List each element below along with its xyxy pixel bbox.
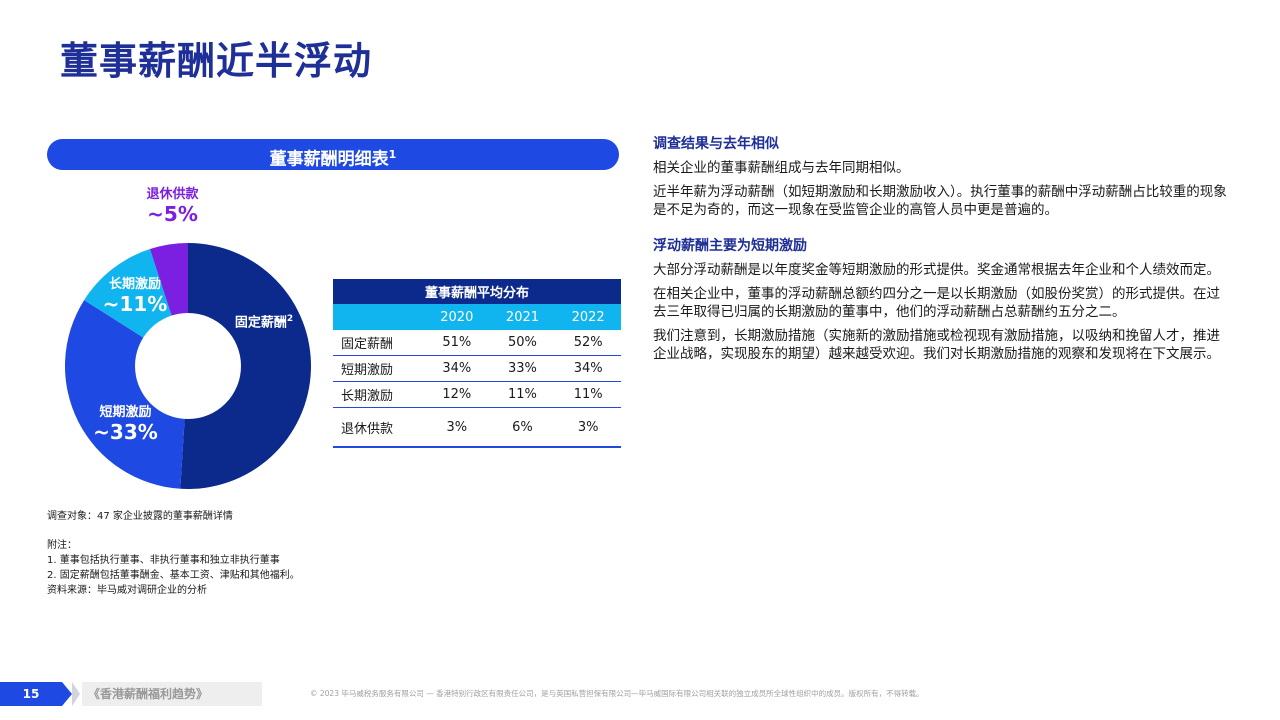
- retire-label-text: 退休供款: [146, 187, 199, 202]
- table-year: 2020: [423, 304, 490, 330]
- table-row: 退休供款 3% 6% 3%: [333, 407, 621, 448]
- table-cell: 12%: [423, 381, 490, 408]
- donut-slice: [180, 243, 311, 489]
- donut-hole: [135, 313, 241, 419]
- footnote-1: 1. 董事包括执行董事、非执行董事和独立非执行董事: [47, 555, 280, 566]
- table-row-label: 固定薪酬: [333, 330, 424, 356]
- survey-note: 调查对象：47 家企业披露的董事薪酬详情: [47, 511, 233, 522]
- table-cell: 51%: [423, 330, 490, 356]
- long-label-text: 长期激励: [108, 277, 161, 292]
- chart-header-footnote: 1: [388, 148, 397, 161]
- distribution-table: 董事薪酬平均分布 2020 2021 2022 固定薪酬 51% 50% 52%…: [333, 279, 621, 448]
- donut-chart: [64, 243, 311, 489]
- table-cell: 11%: [555, 381, 621, 408]
- table-cell: 52%: [555, 330, 621, 356]
- retire-label: 退休供款 ~5%: [130, 187, 215, 226]
- short-label-text: 短期激励: [99, 405, 152, 420]
- publication-title: 《香港薪酬福利趋势》: [82, 682, 262, 706]
- page-number: 15: [0, 682, 72, 706]
- table-cell: 34%: [423, 355, 490, 382]
- table-cell: 33%: [489, 355, 556, 382]
- table-row: 短期激励 34% 33% 34%: [333, 355, 621, 382]
- findings-paragraph: 大部分浮动薪酬是以年度奖金等短期激励的形式提供。奖金通常根据去年企业和个人绩效而…: [653, 262, 1220, 278]
- table-cell: 6%: [489, 407, 556, 448]
- footer: 15 《香港薪酬福利趋势》 © 2023 毕马威税务服务有限公司 — 香港特别行…: [0, 682, 1280, 706]
- table-row-label: 长期激励: [333, 381, 424, 408]
- table-cell: 3%: [423, 407, 490, 448]
- table-row-label: 退休供款: [333, 407, 424, 448]
- table-year: 2021: [489, 304, 556, 330]
- table-cell: 34%: [555, 355, 621, 382]
- copyright-notice: © 2023 毕马威税务服务有限公司 — 香港特别行政区有限责任公司，是与英国私…: [310, 689, 924, 698]
- source-note: 资料来源：毕马威对调研企业的分析: [47, 585, 207, 596]
- table-cell: 50%: [489, 330, 556, 356]
- chart-header-text: 董事薪酬明细表: [269, 149, 389, 170]
- table-cell: 11%: [489, 381, 556, 408]
- table-year: 2022: [555, 304, 621, 330]
- table-header-blank: [333, 304, 424, 330]
- short-label: 短期激励 ~33%: [88, 405, 163, 444]
- page-title: 董事薪酬近半浮动: [60, 39, 373, 83]
- fixed-label-text: 固定薪酬: [234, 315, 287, 331]
- findings-heading-2: 浮动薪酬主要为短期激励: [653, 238, 807, 254]
- table-title: 董事薪酬平均分布: [333, 279, 621, 304]
- table-row: 长期激励 12% 11% 11%: [333, 381, 621, 408]
- findings-text: 调查结果与去年相似 相关企业的董事薪酬组成与去年同期相似。 近半年薪为浮动薪酬（…: [653, 135, 1228, 369]
- findings-paragraph: 我们注意到，长期激励措施（实施新的激励措施或检视现有激励措施，以吸纳和挽留人才，…: [653, 328, 1220, 362]
- short-label-value: ~33%: [93, 419, 158, 444]
- findings-heading-1: 调查结果与去年相似: [653, 136, 779, 152]
- table-row: 固定薪酬 51% 50% 52%: [333, 330, 621, 356]
- findings-paragraph: 近半年薪为浮动薪酬（如短期激励和长期激励收入）。执行董事的薪酬中浮动薪酬占比较重…: [653, 184, 1227, 218]
- fixed-label: 固定薪酬2: [224, 314, 304, 331]
- footnote-2: 2. 固定薪酬包括董事酬金、基本工资、津贴和其他福利。: [47, 570, 300, 581]
- table-row-label: 短期激励: [333, 355, 424, 382]
- chart-header: 董事薪酬明细表1: [47, 139, 619, 170]
- fixed-label-footnote: 2: [286, 314, 294, 324]
- findings-paragraph: 在相关企业中，董事的浮动薪酬总额约四分之一是以长期激励（如股份奖赏）的形式提供。…: [653, 286, 1220, 320]
- long-label: 长期激励 ~11%: [100, 277, 170, 316]
- chevron-right-icon: [72, 682, 80, 706]
- notes: 调查对象：47 家企业披露的董事薪酬详情 附注： 1. 董事包括执行董事、非执行…: [47, 509, 300, 598]
- findings-paragraph: 相关企业的董事薪酬组成与去年同期相似。: [653, 160, 910, 176]
- table-cell: 3%: [555, 407, 621, 448]
- long-label-value: ~11%: [102, 291, 168, 316]
- retire-label-value: ~5%: [147, 201, 198, 226]
- notes-heading: 附注：: [47, 540, 77, 551]
